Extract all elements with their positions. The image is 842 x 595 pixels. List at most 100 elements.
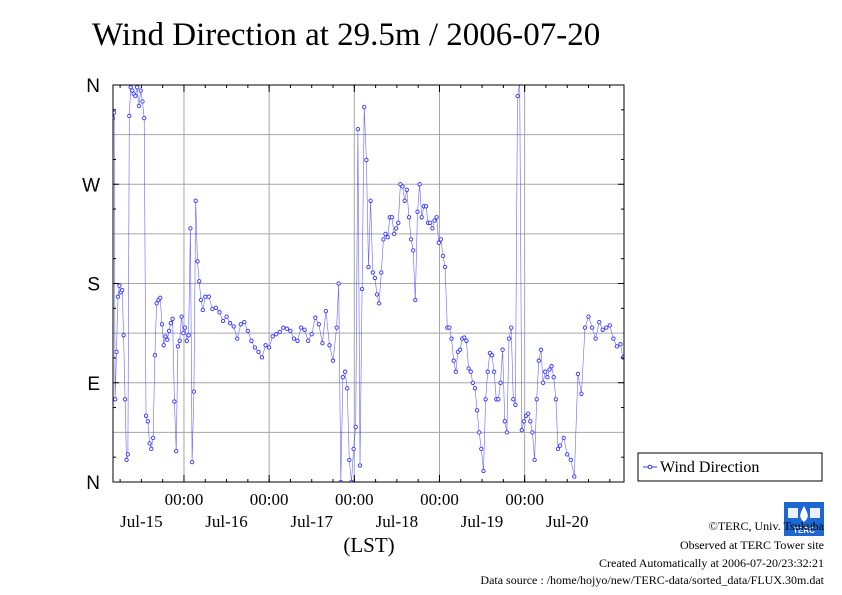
data-point [220,318,226,324]
data-point [457,347,463,352]
date-label: Jul-18 [376,512,419,531]
legend-box [637,452,823,482]
credit-source: Data source : /home/hojyo/new/TERC-data/… [480,573,824,587]
data-point [184,338,189,343]
data-point [534,397,539,402]
data-point [313,315,318,320]
data-point [579,391,584,396]
data-point [224,314,229,319]
data-point [159,322,165,327]
data-point [553,397,559,402]
data-point [451,358,456,363]
data-point [188,226,193,231]
x-tick-label: 00:00 [335,490,374,509]
data-point [351,446,356,452]
data-point [238,322,243,327]
data-point [528,419,533,424]
chart-title: Wind Direction at 29.5m / 2006-07-20 [92,17,600,53]
data-point [521,419,527,424]
data-point [263,343,268,348]
legend-label: Wind Direction [660,459,759,476]
date-label: Jul-20 [546,512,589,531]
data-point [179,314,184,319]
x-tick-label: 00:00 [165,490,204,509]
data-point [117,283,122,288]
data-point [468,369,473,374]
data-point [281,325,286,330]
data-point [181,330,186,336]
data-point [364,157,369,163]
x-tick-label: 00:00 [505,490,544,509]
data-point [589,325,595,330]
data-point [124,457,129,463]
data-point [549,364,554,369]
data-point [526,411,531,416]
y-tick-label: N [86,473,100,494]
series-wind-direction [113,85,624,482]
data-point [479,446,484,452]
data-point [355,126,361,132]
data-point [498,380,503,385]
data-point [149,446,154,452]
data-point [394,226,399,231]
data-point [256,349,261,355]
data-point [140,99,145,104]
data-point [509,325,514,330]
data-point [298,325,304,330]
data-point [614,344,620,349]
terc-logo: TERC [784,502,824,536]
data-point [485,369,490,374]
data-point [270,334,275,339]
date-label: Jul-15 [120,512,163,531]
data-point [200,307,205,313]
data-point [491,369,497,374]
data-point [453,369,458,374]
data-point [604,325,609,330]
data-point [417,182,422,187]
data-point [404,187,409,192]
data-point [362,104,367,110]
data-point [477,430,482,435]
data-point [464,338,469,343]
data-point [423,204,429,209]
data-point [474,408,480,413]
data-point [538,347,544,352]
data-point [391,231,397,237]
data-point [374,292,380,297]
data-point [284,326,290,331]
data-point [122,397,128,402]
data-point [143,413,149,418]
data-point [618,342,623,347]
data-point [166,328,172,334]
data-point [217,310,222,315]
data-point [274,332,279,337]
data-point [175,344,181,349]
data-point [611,336,616,341]
y-tick-label: N [86,76,100,97]
data-point [489,353,495,358]
data-point [177,338,182,343]
data-point [400,184,405,189]
data-point [320,340,325,346]
data-point [353,424,358,430]
data-point [379,270,384,275]
y-axis: N E S W N [82,76,624,494]
data-point [158,295,163,300]
data-point [440,253,446,259]
data-point [163,334,168,339]
data-point [210,306,215,312]
data-point [472,386,478,391]
credit-copyright: ©TERC, Univ. Tsukuba [708,519,824,533]
date-label: Jul-16 [205,512,248,531]
data-point [113,397,118,402]
series-group [113,85,624,482]
data-point [142,115,147,121]
data-point [125,452,131,457]
data-point [334,325,339,330]
data-point [568,457,573,463]
data-point [291,336,297,341]
data-point [366,264,371,270]
logo-text: TERC [793,526,815,535]
data-point [288,328,293,334]
